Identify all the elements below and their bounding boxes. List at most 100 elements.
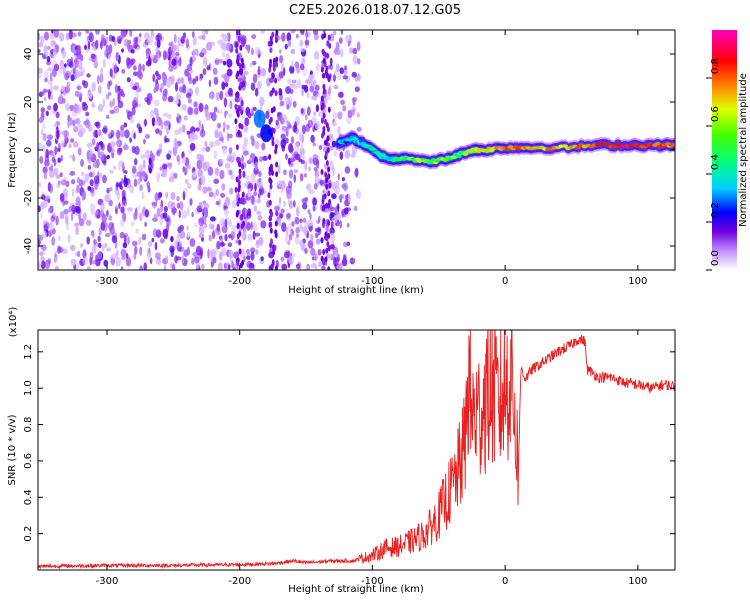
noise-speck bbox=[100, 202, 105, 212]
noise-speck bbox=[300, 63, 305, 71]
noise-stripe bbox=[275, 30, 279, 36]
noise-speck bbox=[310, 134, 315, 143]
noise-speck bbox=[278, 71, 284, 79]
noise-speck bbox=[335, 180, 340, 189]
colorbar-tick-label: 0.6 bbox=[710, 106, 721, 122]
snr-line bbox=[38, 330, 675, 570]
noise-speck bbox=[95, 30, 100, 35]
noise-speck bbox=[304, 197, 308, 202]
noise-stripe bbox=[327, 266, 331, 270]
noise-speck bbox=[145, 134, 150, 139]
x-tick-label: 0 bbox=[502, 276, 508, 287]
noise-speck bbox=[259, 96, 265, 106]
noise-speck bbox=[299, 218, 303, 224]
noise-speck bbox=[246, 255, 251, 260]
noise-stripe bbox=[240, 68, 243, 75]
noise-speck bbox=[118, 38, 122, 45]
noise-speck bbox=[193, 256, 200, 264]
colorbar-gradient bbox=[712, 30, 737, 270]
noise-speck bbox=[192, 252, 198, 257]
noise-speck bbox=[160, 82, 165, 89]
noise-speck bbox=[113, 165, 117, 170]
noise-stripe bbox=[320, 95, 324, 102]
noise-speck bbox=[307, 240, 314, 249]
noise-stripe bbox=[236, 260, 240, 267]
noise-speck bbox=[159, 87, 163, 93]
noise-speck bbox=[202, 207, 208, 215]
noise-stripe bbox=[236, 200, 240, 207]
noise-speck bbox=[259, 236, 264, 245]
noise-speck bbox=[254, 46, 261, 56]
noise-speck bbox=[251, 34, 257, 40]
noise-speck bbox=[147, 186, 151, 193]
noise-speck bbox=[113, 105, 120, 114]
noise-speck bbox=[291, 79, 297, 84]
noise-speck bbox=[151, 32, 155, 38]
noise-speck bbox=[283, 169, 287, 176]
noise-speck bbox=[329, 160, 334, 170]
noise-speck bbox=[118, 202, 121, 210]
noise-speck bbox=[51, 236, 56, 246]
noise-speck bbox=[98, 242, 102, 249]
noise-speck bbox=[43, 44, 48, 54]
noise-speck bbox=[133, 178, 138, 187]
noise-speck bbox=[339, 67, 345, 75]
noise-speck bbox=[302, 202, 308, 210]
noise-speck bbox=[315, 175, 319, 186]
noise-speck bbox=[164, 125, 170, 131]
noise-speck bbox=[160, 238, 165, 244]
noise-stripe bbox=[268, 177, 272, 183]
noise-speck bbox=[243, 70, 249, 76]
noise-speck bbox=[287, 78, 292, 85]
noise-speck bbox=[336, 73, 342, 80]
noise-speck bbox=[84, 44, 87, 51]
noise-speck bbox=[220, 193, 226, 198]
noise-speck bbox=[319, 179, 324, 186]
noise-speck bbox=[106, 209, 109, 217]
track-core bbox=[575, 146, 582, 150]
noise-speck bbox=[65, 216, 69, 226]
noise-speck bbox=[310, 233, 314, 242]
noise-stripe bbox=[240, 109, 244, 116]
noise-speck bbox=[129, 30, 133, 37]
noise-speck bbox=[224, 110, 228, 116]
noise-speck bbox=[123, 177, 128, 188]
noise-speck bbox=[255, 249, 259, 255]
noise-speck bbox=[107, 193, 112, 200]
noise-speck bbox=[108, 199, 113, 207]
noise-speck bbox=[335, 212, 342, 221]
noise-stripe bbox=[269, 116, 273, 123]
noise-speck bbox=[229, 256, 233, 267]
noise-speck bbox=[39, 35, 45, 45]
noise-speck bbox=[140, 154, 146, 159]
noise-speck bbox=[120, 248, 127, 257]
noise-stripe bbox=[237, 183, 241, 190]
noise-speck bbox=[340, 99, 345, 106]
noise-speck bbox=[308, 80, 315, 86]
noise-speck bbox=[163, 264, 167, 270]
noise-speck bbox=[294, 153, 301, 161]
noise-speck bbox=[289, 145, 294, 154]
noise-speck bbox=[354, 167, 359, 177]
noise-speck bbox=[257, 65, 261, 76]
noise-speck bbox=[171, 50, 176, 60]
noise-speck bbox=[178, 127, 184, 132]
noise-speck bbox=[198, 119, 202, 129]
noise-stripe bbox=[322, 83, 326, 90]
noise-speck bbox=[47, 134, 53, 141]
noise-speck bbox=[224, 162, 231, 169]
noise-speck bbox=[206, 65, 210, 71]
noise-speck bbox=[286, 212, 291, 219]
noise-speck bbox=[143, 138, 146, 145]
noise-speck bbox=[85, 111, 90, 117]
noise-speck bbox=[197, 168, 203, 178]
noise-speck bbox=[254, 232, 261, 237]
noise-speck bbox=[133, 132, 136, 140]
noise-stripe bbox=[274, 265, 278, 270]
noise-stripe bbox=[269, 227, 273, 234]
noise-speck bbox=[123, 39, 130, 47]
noise-speck bbox=[302, 217, 307, 223]
noise-stripe bbox=[236, 233, 240, 240]
noise-speck bbox=[119, 231, 125, 239]
noise-stripe bbox=[237, 35, 241, 42]
